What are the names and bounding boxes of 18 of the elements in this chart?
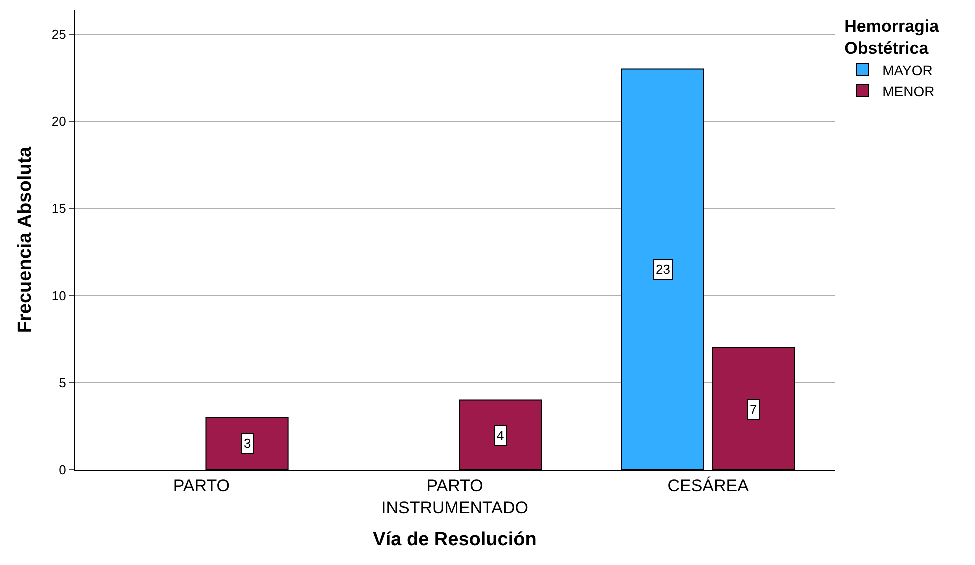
y-tick-label: 0 bbox=[59, 462, 66, 478]
x-tick-label: CESÁREA bbox=[668, 476, 750, 496]
x-tick-label: PARTO INSTRUMENTADO bbox=[381, 476, 529, 518]
x-tick-label: PARTO bbox=[173, 476, 230, 496]
data-label: 23 bbox=[656, 262, 670, 277]
y-tick-label: 5 bbox=[59, 375, 66, 390]
y-tick-label: 10 bbox=[52, 288, 66, 304]
x-axis-title: Vía de Resolución bbox=[373, 529, 537, 550]
y-tick-label: 20 bbox=[52, 114, 66, 130]
y-tick-label: 25 bbox=[52, 26, 66, 42]
data-label: 7 bbox=[750, 402, 758, 417]
data-label: 3 bbox=[244, 436, 252, 451]
data-label: 4 bbox=[497, 428, 504, 443]
y-tick-label: 15 bbox=[52, 201, 66, 216]
legend-label: MAYOR bbox=[882, 62, 933, 78]
legend-label: MENOR bbox=[882, 83, 935, 100]
y-axis-title: Frecuencia Absoluta bbox=[14, 146, 36, 334]
legend-title: Hemorragia Obstétrica bbox=[844, 17, 940, 58]
